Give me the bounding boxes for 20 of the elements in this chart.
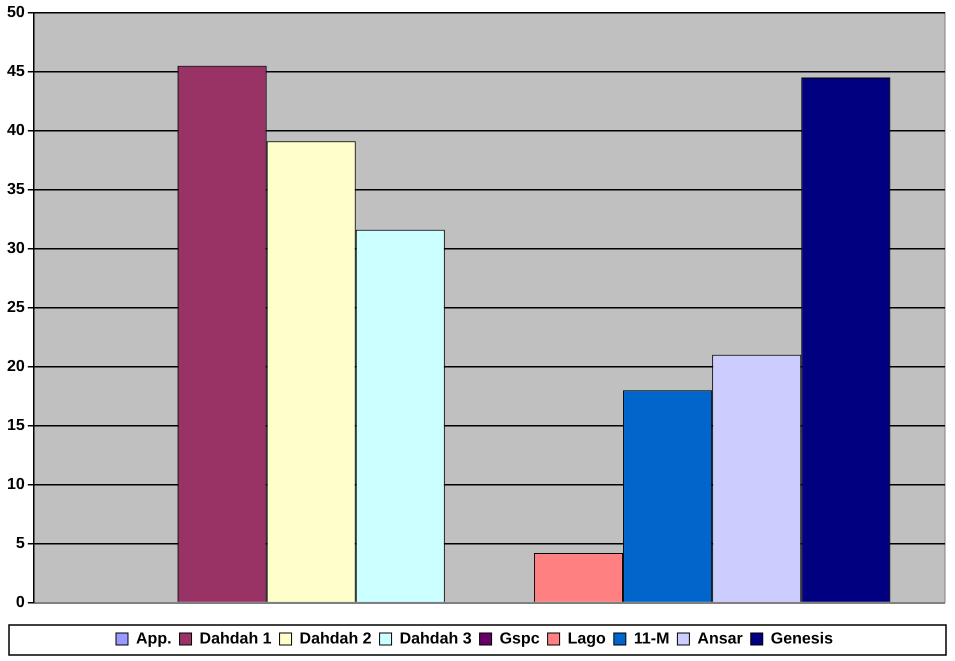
legend-label: Ansar [697,630,743,648]
legend-label: Dahdah 2 [300,630,372,648]
y-tick-label: 25 [7,299,25,316]
y-tick-label: 0 [16,594,25,612]
y-tick-label: 15 [7,417,25,434]
legend-label: App. [136,630,172,648]
legend-label: Lago [568,630,606,648]
legend-label: Genesis [770,630,834,648]
legend-label: Dahdah 1 [200,630,272,648]
y-tick-label: 40 [7,122,25,140]
y-tick-label: 35 [7,181,25,198]
y-tick-label: 5 [16,535,25,552]
y-tick-label: 10 [7,476,25,494]
y-tick-label: 50 [7,4,25,22]
y-tick-label: 20 [7,358,25,376]
legend-label: Dahdah 3 [400,630,472,648]
legend-label: 11-M [634,630,670,648]
y-tick-label: 30 [7,240,25,258]
y-tick-label: 45 [7,63,25,80]
legend-label: Gspc [500,630,540,648]
